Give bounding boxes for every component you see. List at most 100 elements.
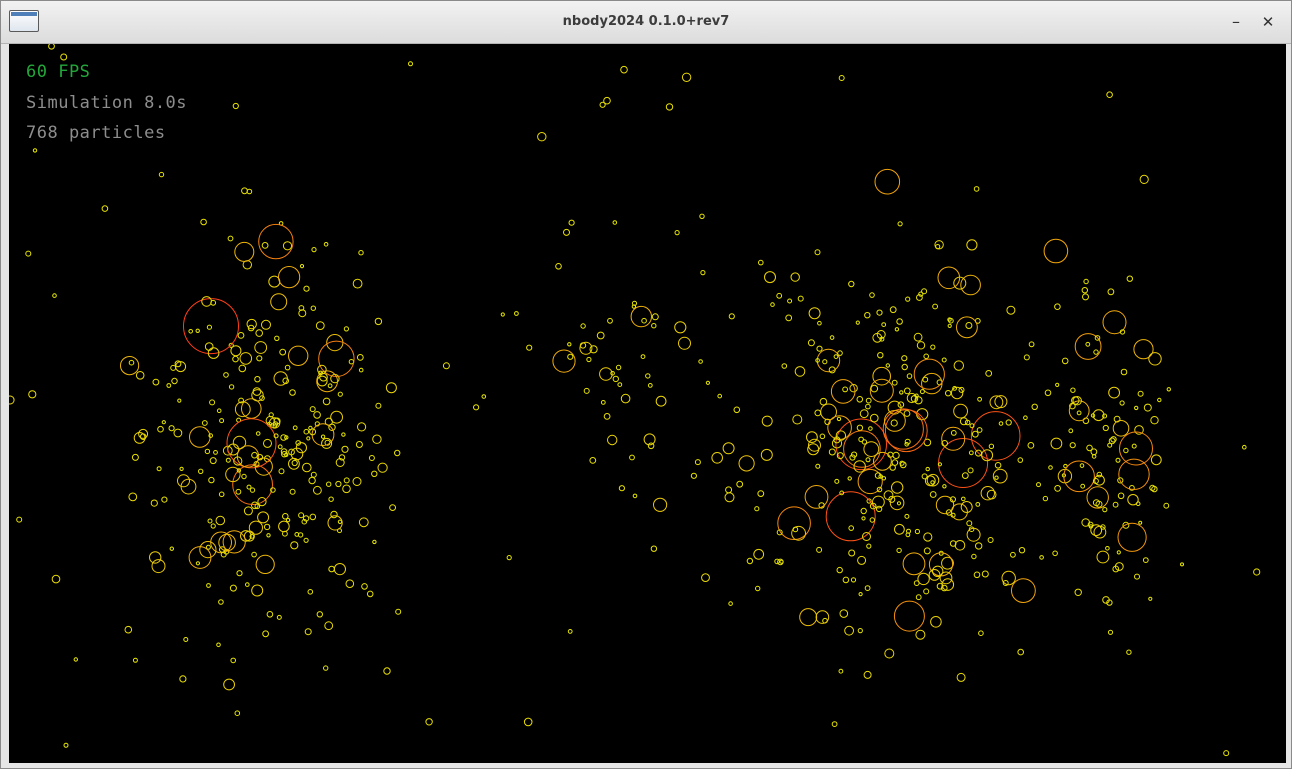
particle bbox=[874, 168, 901, 195]
particle bbox=[1085, 341, 1091, 347]
particle bbox=[237, 332, 245, 339]
particle bbox=[233, 456, 243, 466]
particle bbox=[206, 583, 211, 588]
particle bbox=[861, 516, 866, 521]
particle bbox=[523, 717, 533, 727]
particle bbox=[1115, 457, 1121, 463]
particle bbox=[853, 460, 866, 473]
particle bbox=[317, 364, 327, 375]
particle bbox=[1055, 382, 1060, 387]
particle bbox=[864, 312, 871, 319]
particle bbox=[1131, 443, 1137, 449]
particle bbox=[256, 355, 263, 362]
particle bbox=[1036, 482, 1041, 488]
particle bbox=[968, 450, 974, 456]
window-icon[interactable] bbox=[9, 10, 39, 32]
particle bbox=[183, 637, 189, 642]
particle bbox=[857, 468, 883, 495]
particle bbox=[1117, 477, 1124, 484]
close-button[interactable]: ✕ bbox=[1261, 13, 1275, 31]
particle bbox=[442, 362, 450, 370]
particle bbox=[174, 360, 182, 368]
particle bbox=[1100, 524, 1106, 530]
particle bbox=[746, 557, 754, 565]
particle bbox=[236, 570, 243, 577]
particle bbox=[149, 551, 162, 564]
particle bbox=[794, 366, 806, 377]
particle bbox=[825, 491, 876, 542]
particle bbox=[481, 394, 487, 399]
particle bbox=[295, 442, 307, 454]
particle bbox=[341, 445, 349, 453]
particle bbox=[168, 425, 175, 432]
particle bbox=[956, 672, 966, 682]
particle bbox=[321, 437, 333, 449]
particle bbox=[876, 330, 886, 339]
particle bbox=[1093, 525, 1107, 539]
particle bbox=[28, 390, 37, 399]
particle bbox=[869, 378, 894, 403]
particle bbox=[1102, 424, 1109, 432]
particle bbox=[395, 608, 402, 615]
particle bbox=[254, 503, 261, 510]
particle bbox=[177, 474, 190, 488]
particle bbox=[333, 563, 346, 576]
particle bbox=[124, 625, 133, 634]
particle bbox=[171, 377, 178, 385]
particle bbox=[180, 478, 197, 495]
particle bbox=[526, 344, 533, 351]
particle bbox=[936, 582, 944, 590]
particle bbox=[887, 400, 902, 415]
minimize-button[interactable]: – bbox=[1232, 12, 1240, 31]
particle bbox=[1127, 494, 1139, 506]
particle bbox=[60, 53, 68, 61]
title-bar[interactable]: nbody2024 0.1.0+rev7 – ✕ bbox=[1, 1, 1291, 44]
particle bbox=[876, 486, 883, 493]
particle bbox=[899, 461, 907, 469]
particle bbox=[922, 376, 929, 383]
particle bbox=[941, 556, 954, 570]
particle bbox=[607, 317, 613, 324]
particle bbox=[837, 350, 843, 356]
particle bbox=[1011, 578, 1036, 603]
particle bbox=[893, 600, 925, 632]
particle bbox=[792, 414, 803, 425]
particle bbox=[355, 441, 363, 448]
particle bbox=[1044, 389, 1052, 397]
particle bbox=[1119, 400, 1125, 406]
simulation-canvas[interactable]: 60 FPS Simulation 8.0s 768 particles bbox=[9, 44, 1286, 763]
particle bbox=[807, 339, 815, 347]
particle bbox=[897, 221, 903, 227]
particle bbox=[904, 513, 910, 519]
particle bbox=[1126, 275, 1134, 282]
particle bbox=[374, 317, 383, 326]
particle bbox=[831, 721, 838, 727]
particle bbox=[937, 266, 961, 290]
particle bbox=[1006, 305, 1016, 315]
particle bbox=[282, 513, 289, 520]
particle bbox=[251, 389, 264, 402]
particle bbox=[738, 455, 755, 472]
particle bbox=[629, 454, 635, 461]
particle bbox=[994, 395, 1008, 409]
particle bbox=[913, 358, 945, 390]
particle bbox=[835, 418, 888, 471]
particle bbox=[358, 250, 364, 256]
particle bbox=[310, 471, 317, 478]
particle bbox=[1102, 413, 1108, 419]
particle bbox=[699, 213, 705, 220]
particle bbox=[930, 616, 942, 628]
particle bbox=[225, 457, 231, 463]
particle bbox=[1017, 648, 1025, 656]
particle bbox=[166, 383, 172, 388]
particle bbox=[953, 360, 964, 371]
particle bbox=[282, 241, 293, 251]
particle bbox=[222, 445, 233, 456]
particle bbox=[848, 525, 855, 531]
particle bbox=[394, 449, 401, 457]
particle bbox=[864, 585, 871, 591]
particle bbox=[856, 396, 864, 403]
particle bbox=[579, 341, 593, 355]
particle bbox=[774, 558, 780, 565]
particle bbox=[220, 551, 227, 558]
